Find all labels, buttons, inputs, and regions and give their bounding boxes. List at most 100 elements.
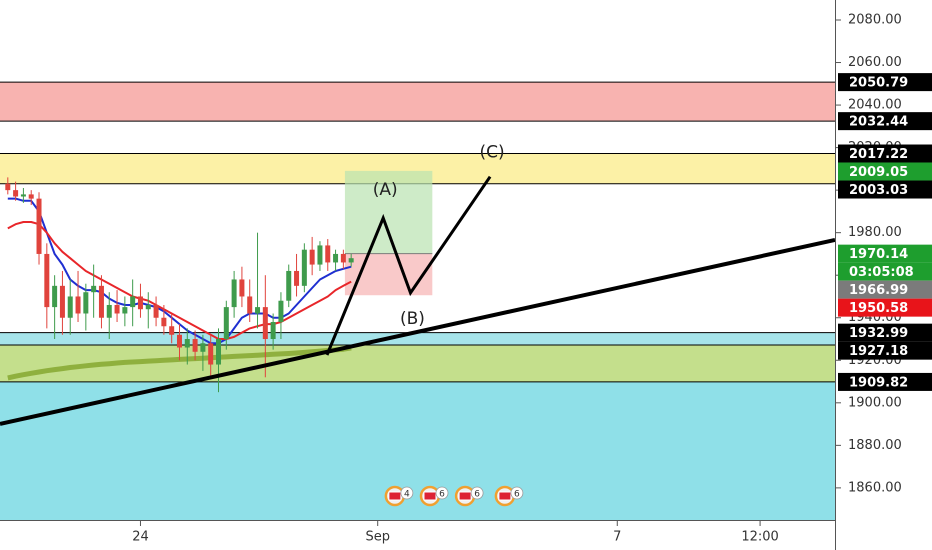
x-tick-label: Sep [365,530,390,545]
y-tick-label: 1880.00 [848,438,902,453]
indicator-line [7,221,352,340]
price-label-box [838,280,932,299]
candle-body [106,304,112,318]
candle-body [169,326,175,335]
price-label-box [838,73,932,92]
x-tick-label: 12:00 [741,530,778,545]
event-badge [470,486,484,500]
candle-body [231,279,237,308]
event-flag [388,491,402,501]
candle-body [278,300,284,322]
plot: (A) (B) (C) 4 6 6 6 [0,81,836,520]
price-label: 2003.03 [849,183,908,198]
price-label-box [838,180,932,199]
candle-body [317,245,323,265]
candle-body [122,307,128,314]
candle-body [28,194,34,199]
price-label-box [838,144,932,163]
y-tick-label: 1860.00 [848,480,902,495]
x-tick-label: 24 [132,530,149,545]
candle-body [208,343,214,365]
price-label: 2009.05 [849,165,908,180]
candle-body [13,190,19,197]
event-count: 6 [439,490,445,500]
candle-body [137,296,143,310]
price-label: 2050.79 [849,76,908,91]
axes: 1860.001880.001900.001920.001940.001960.… [132,12,932,545]
event-badge [400,486,414,500]
zone [0,82,835,122]
candle-body [247,296,253,314]
wave-label: (B) [400,309,425,329]
candle-body [340,253,346,263]
price-label-box [838,162,932,181]
price-label-box [838,341,932,360]
candle-body [333,253,339,263]
candle-body [98,285,104,318]
candle-body [145,304,151,310]
candle-body [91,285,97,293]
y-tick-label: 2060.00 [848,55,902,70]
wave-line [325,175,492,356]
price-label: 2017.22 [849,147,908,162]
y-tick-label: 1980.00 [848,225,902,240]
price-label: 1932.99 [849,326,908,341]
stop-box [344,253,433,296]
zone [0,381,835,520]
candle-body [36,198,42,254]
candle-body [286,270,292,301]
price-label-box [838,372,932,391]
price-label: 1927.18 [849,344,908,359]
event-badge [435,486,449,500]
candle-body [153,304,159,318]
price-label-box [838,112,932,131]
candle-body [348,258,354,263]
y-tick-label: 1900.00 [848,395,902,410]
price-label-box [838,323,932,342]
price-label: 1950.58 [849,301,908,316]
zone [0,332,835,346]
y-tick-label: 2040.00 [848,98,902,113]
candle-body [294,270,300,286]
price-label-box [838,262,932,281]
candle-body [44,253,50,308]
candle-body [5,183,11,191]
candle-body [161,317,167,327]
candle-body [255,307,261,314]
candle-body [20,194,26,197]
event-badge [510,486,524,500]
time-axis [0,521,836,550]
candle-body [239,279,245,297]
candle-body [309,249,315,265]
price-label: 1909.82 [849,375,908,390]
candle-body [184,339,190,348]
event-count: 4 [404,490,410,500]
price-label-box [838,244,932,263]
candle-body [270,321,276,340]
price-label: 03:05:08 [849,265,914,280]
candle-body [83,292,89,314]
event-flag [498,491,512,501]
candle-body [325,245,331,263]
target-box [344,170,433,254]
x-tick-label: 7 [613,530,621,545]
candle-body [223,307,229,340]
candle-body [59,285,65,318]
candle-body [176,334,182,348]
candle-body [262,307,268,340]
candle-body [67,296,73,318]
candle-body [200,343,206,352]
candle-body [75,296,81,314]
wave-label: (C) [480,143,505,163]
trend-line [0,237,836,426]
event-count: 6 [514,490,520,500]
candle-body [114,304,120,314]
candle-body [301,249,307,286]
candle-body [130,296,136,308]
event-flag [423,491,437,501]
price-label: 2032.44 [849,115,908,130]
candle-body [52,285,58,308]
price-label: 1966.99 [849,283,908,298]
candle-body [192,339,198,352]
price-label-box [838,298,932,317]
